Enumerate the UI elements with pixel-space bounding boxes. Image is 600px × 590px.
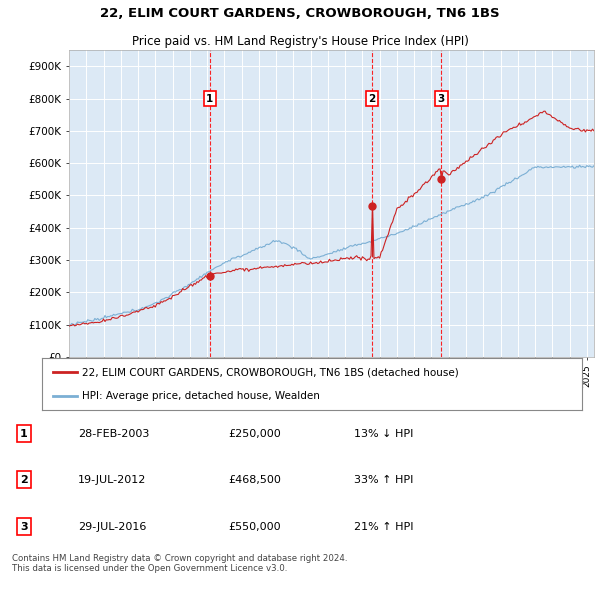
Text: 29-JUL-2016: 29-JUL-2016 [78, 522, 146, 532]
Text: 3: 3 [20, 522, 28, 532]
Text: Price paid vs. HM Land Registry's House Price Index (HPI): Price paid vs. HM Land Registry's House … [131, 35, 469, 48]
Text: 21% ↑ HPI: 21% ↑ HPI [354, 522, 413, 532]
Text: 22, ELIM COURT GARDENS, CROWBOROUGH, TN6 1BS (detached house): 22, ELIM COURT GARDENS, CROWBOROUGH, TN6… [83, 367, 459, 377]
Text: £550,000: £550,000 [228, 522, 281, 532]
Text: HPI: Average price, detached house, Wealden: HPI: Average price, detached house, Weal… [83, 391, 320, 401]
Text: 3: 3 [438, 94, 445, 104]
Text: £468,500: £468,500 [228, 474, 281, 484]
Text: 33% ↑ HPI: 33% ↑ HPI [354, 474, 413, 484]
Text: £250,000: £250,000 [228, 429, 281, 439]
Text: 1: 1 [20, 429, 28, 439]
Text: 19-JUL-2012: 19-JUL-2012 [78, 474, 146, 484]
Text: 13% ↓ HPI: 13% ↓ HPI [354, 429, 413, 439]
Text: 22, ELIM COURT GARDENS, CROWBOROUGH, TN6 1BS: 22, ELIM COURT GARDENS, CROWBOROUGH, TN6… [100, 7, 500, 20]
Text: 1: 1 [206, 94, 214, 104]
Text: 2: 2 [368, 94, 376, 104]
Text: 2: 2 [20, 474, 28, 484]
Text: 28-FEB-2003: 28-FEB-2003 [78, 429, 149, 439]
Text: Contains HM Land Registry data © Crown copyright and database right 2024.
This d: Contains HM Land Registry data © Crown c… [12, 553, 347, 573]
